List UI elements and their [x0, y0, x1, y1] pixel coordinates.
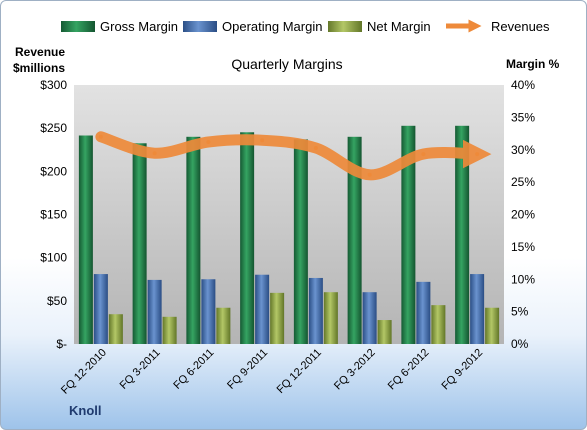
revenue-point	[260, 138, 265, 143]
legend-item-operating-margin: Operating Margin	[183, 19, 322, 34]
legend-swatch-net-margin	[328, 21, 362, 32]
bar-operating-margin	[147, 279, 162, 344]
left-tick-label: $100	[40, 251, 67, 265]
right-tick-label: 25%	[511, 175, 535, 189]
legend-item-gross-margin: Gross Margin	[61, 19, 178, 34]
bar-net-margin	[485, 307, 500, 344]
bar-gross-margin	[455, 125, 470, 344]
right-tick-label: 35%	[511, 110, 535, 124]
revenue-point	[206, 139, 211, 144]
category-label: FQ 3-2011	[118, 347, 163, 392]
left-tick-label: $300	[40, 78, 67, 92]
revenue-line	[95, 131, 492, 181]
bar-operating-margin	[201, 279, 216, 344]
left-axis-ticks: $- $50 $100 $150 $200 $250 $300	[40, 78, 67, 351]
bar-net-margin	[216, 307, 231, 344]
right-axis-title: Margin %	[506, 57, 560, 71]
revenue-point	[152, 151, 157, 156]
brand-label: Knoll	[69, 403, 102, 418]
legend-swatch-operating-margin	[183, 21, 217, 32]
category-label: FQ 12-2011	[275, 347, 324, 396]
right-tick-label: 10%	[511, 272, 535, 286]
left-tick-label: $250	[40, 121, 67, 135]
chart-title: Quarterly Margins	[231, 56, 342, 72]
bar-operating-margin	[255, 274, 270, 344]
category-label: FQ 6-2011	[171, 347, 216, 392]
bar-gross-margin	[293, 139, 308, 344]
right-axis-ticks: 0% 5% 10% 15% 20% 25% 30% 35% 40%	[511, 78, 535, 351]
right-tick-label: 5%	[511, 305, 529, 319]
bar-gross-margin	[132, 143, 147, 344]
left-tick-label: $150	[40, 208, 67, 222]
legend-label-gross-margin: Gross Margin	[100, 19, 178, 34]
bar-net-margin	[162, 316, 177, 344]
right-tick-label: 30%	[511, 143, 535, 157]
right-tick-label: 40%	[511, 78, 535, 92]
category-labels: FQ 12-2010 FQ 3-2011 FQ 6-2011 FQ 9-2011 FQ …	[59, 347, 485, 397]
bar-operating-margin	[308, 277, 323, 344]
bar-net-margin	[108, 314, 123, 344]
legend-swatch-gross-margin	[61, 21, 95, 32]
revenue-point	[313, 146, 318, 151]
category-label: FQ 6-2012	[386, 347, 432, 393]
left-tick-label: $200	[40, 164, 67, 178]
revenue-point	[421, 152, 426, 157]
revenue-point	[475, 152, 480, 157]
left-tick-label: $50	[47, 294, 67, 308]
legend-item-revenues: Revenues	[446, 19, 550, 34]
right-tick-label: 0%	[511, 337, 529, 351]
bar-net-margin	[377, 320, 392, 344]
category-label: FQ 9-2012	[440, 347, 486, 393]
bar-operating-margin	[93, 274, 108, 344]
legend-label-net-margin: Net Margin	[367, 19, 431, 34]
left-tick-label: $-	[56, 337, 67, 351]
revenue-point	[98, 134, 103, 139]
category-label: FQ 3-2012	[332, 347, 378, 393]
right-tick-label: 20%	[511, 208, 535, 222]
revenue-point	[367, 172, 372, 177]
legend-item-net-margin: Net Margin	[328, 19, 431, 34]
bar-gross-margin	[186, 136, 201, 344]
revenue-line-layer	[95, 131, 492, 181]
bar-gross-margin	[78, 135, 93, 344]
legend-label-operating-margin: Operating Margin	[222, 19, 322, 34]
bar-gross-margin	[240, 132, 255, 344]
left-axis-title-line1: Revenue	[15, 45, 65, 59]
bar-net-margin	[270, 292, 285, 344]
legend-label-revenues: Revenues	[491, 19, 550, 34]
bar-operating-margin	[416, 281, 431, 344]
bar-gross-margin	[347, 136, 362, 344]
bar-net-margin	[323, 292, 338, 344]
category-label: FQ 9-2011	[225, 347, 270, 392]
bar-operating-margin	[470, 274, 485, 344]
category-label: FQ 12-2010	[59, 347, 109, 397]
legend: Gross Margin Operating Margin Net Margin…	[61, 19, 550, 34]
bar-net-margin	[431, 305, 446, 344]
right-tick-label: 15%	[511, 240, 535, 254]
left-axis-title-line2: $millions	[13, 61, 65, 75]
bar-operating-margin	[362, 292, 377, 344]
bar-gross-margin	[401, 125, 416, 344]
bar-series	[78, 125, 500, 344]
